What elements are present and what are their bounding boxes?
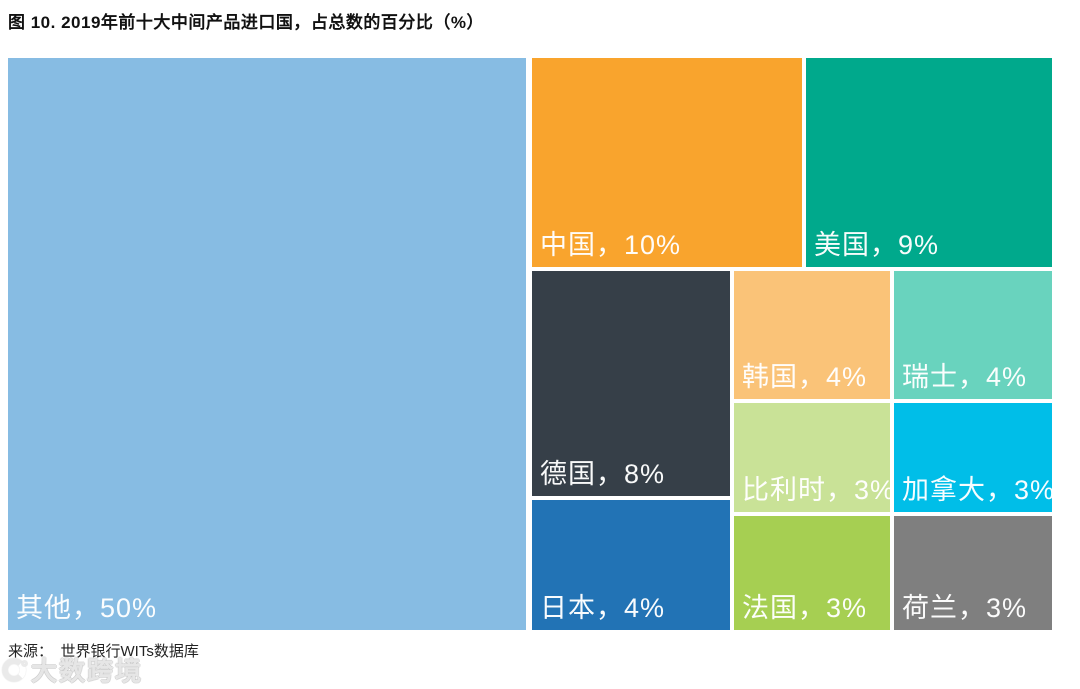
treemap-cell-法国: 法国，3% — [734, 516, 890, 630]
treemap-cell-中国: 中国，10% — [532, 58, 802, 267]
treemap-cell-美国: 美国，9% — [806, 58, 1052, 267]
treemap-cell-label: 法国，3% — [742, 593, 868, 624]
treemap-cell-比利时: 比利时，3% — [734, 403, 894, 512]
source-note: 来源： 世界银行WITs数据库 — [8, 643, 199, 660]
treemap-cell-荷兰: 荷兰，3% — [894, 516, 1052, 630]
treemap-cell-其他: 其他，50% — [8, 58, 526, 630]
treemap-cell-韩国: 韩国，4% — [734, 271, 890, 399]
treemap-cell-label: 比利时，3% — [742, 475, 896, 506]
watermark-text: 大数跨境 — [31, 656, 144, 686]
treemap-cell-label: 韩国，4% — [742, 362, 868, 393]
treemap-cell-label: 荷兰，3% — [902, 593, 1028, 624]
treemap-cell-label: 日本，4% — [540, 593, 666, 624]
treemap-cell-label: 中国，10% — [540, 230, 682, 261]
treemap-cell-瑞士: 瑞士，4% — [894, 271, 1052, 399]
treemap-cell-label: 其他，50% — [16, 593, 158, 624]
treemap-cell-label: 瑞士，4% — [902, 362, 1028, 393]
figure-title: 图 10. 2019年前十大中间产品进口国，占总数的百分比（%） — [8, 13, 485, 32]
treemap-cell-label: 加拿大，3% — [902, 475, 1056, 506]
treemap-cell-日本: 日本，4% — [532, 500, 730, 630]
treemap-cell-label: 美国，9% — [814, 230, 940, 261]
watermark-logo-icon — [2, 657, 28, 682]
treemap-cell-加拿大: 加拿大，3% — [894, 403, 1056, 512]
watermark: 大数跨境 — [2, 651, 143, 688]
treemap-cell-label: 德国，8% — [540, 459, 666, 490]
treemap-chart: 其他，50% 中国，10% 美国，9% 德国，8% 韩国，4% 瑞士，4% 日本，4% 比利时… — [8, 58, 1056, 630]
treemap-cell-德国: 德国，8% — [532, 271, 730, 496]
